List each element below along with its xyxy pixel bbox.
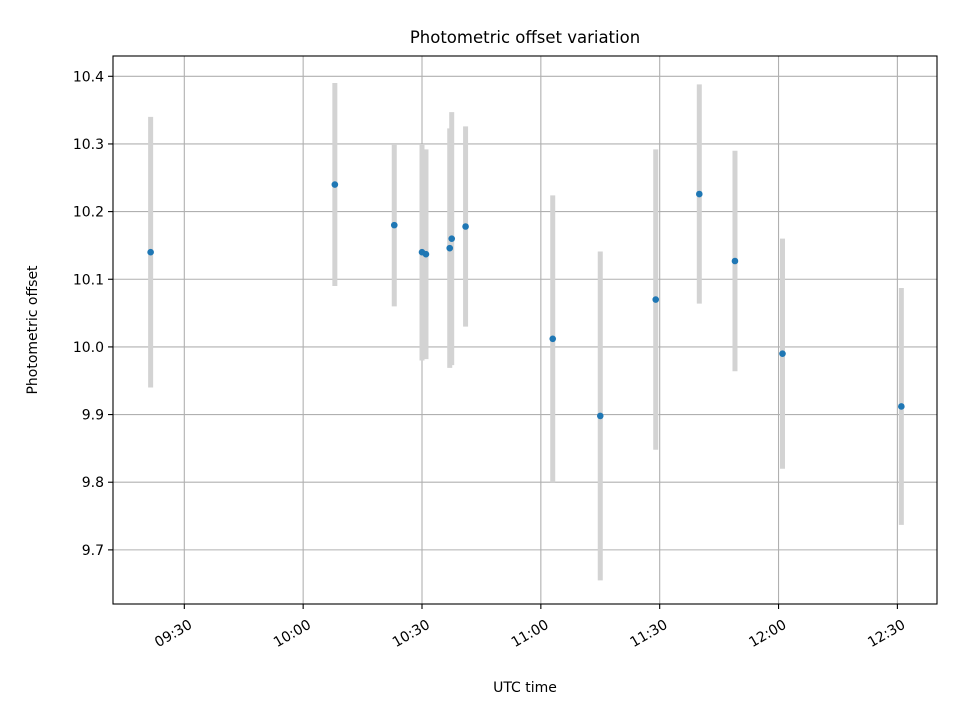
data-point [696, 190, 703, 198]
data-point [390, 221, 398, 229]
data-point [462, 223, 469, 230]
y-tick-label: 10.3 [73, 137, 104, 153]
y-axis-ticks: 9.7 9.8 9.9 10.0 10.1 10.2 10.3 10.4 [73, 69, 113, 559]
y-tick-label: 9.8 [82, 475, 104, 491]
y-tick-label: 9.9 [82, 408, 104, 424]
y-tick-label: 10.2 [73, 205, 104, 221]
chart-title: Photometric offset variation [410, 28, 640, 47]
data-point [446, 244, 454, 252]
data-point [779, 350, 786, 357]
x-axis-label: UTC time [493, 680, 557, 696]
data-point [898, 403, 905, 410]
y-tick-label: 10.0 [73, 340, 104, 356]
data-point [448, 235, 456, 242]
data-point [731, 257, 739, 265]
y-axis-label: Photometric offset [25, 265, 41, 395]
data-point [147, 248, 154, 256]
data-points [147, 181, 905, 420]
y-tick-label: 10.1 [73, 272, 104, 288]
y-tick-label: 10.4 [73, 69, 104, 85]
data-point [331, 181, 339, 188]
data-point [596, 412, 604, 420]
grid-lines [113, 56, 937, 604]
data-point [549, 335, 557, 343]
plot-frame [112, 55, 938, 605]
data-point [422, 250, 430, 258]
data-point [652, 296, 660, 303]
y-tick-label: 9.7 [82, 543, 104, 559]
